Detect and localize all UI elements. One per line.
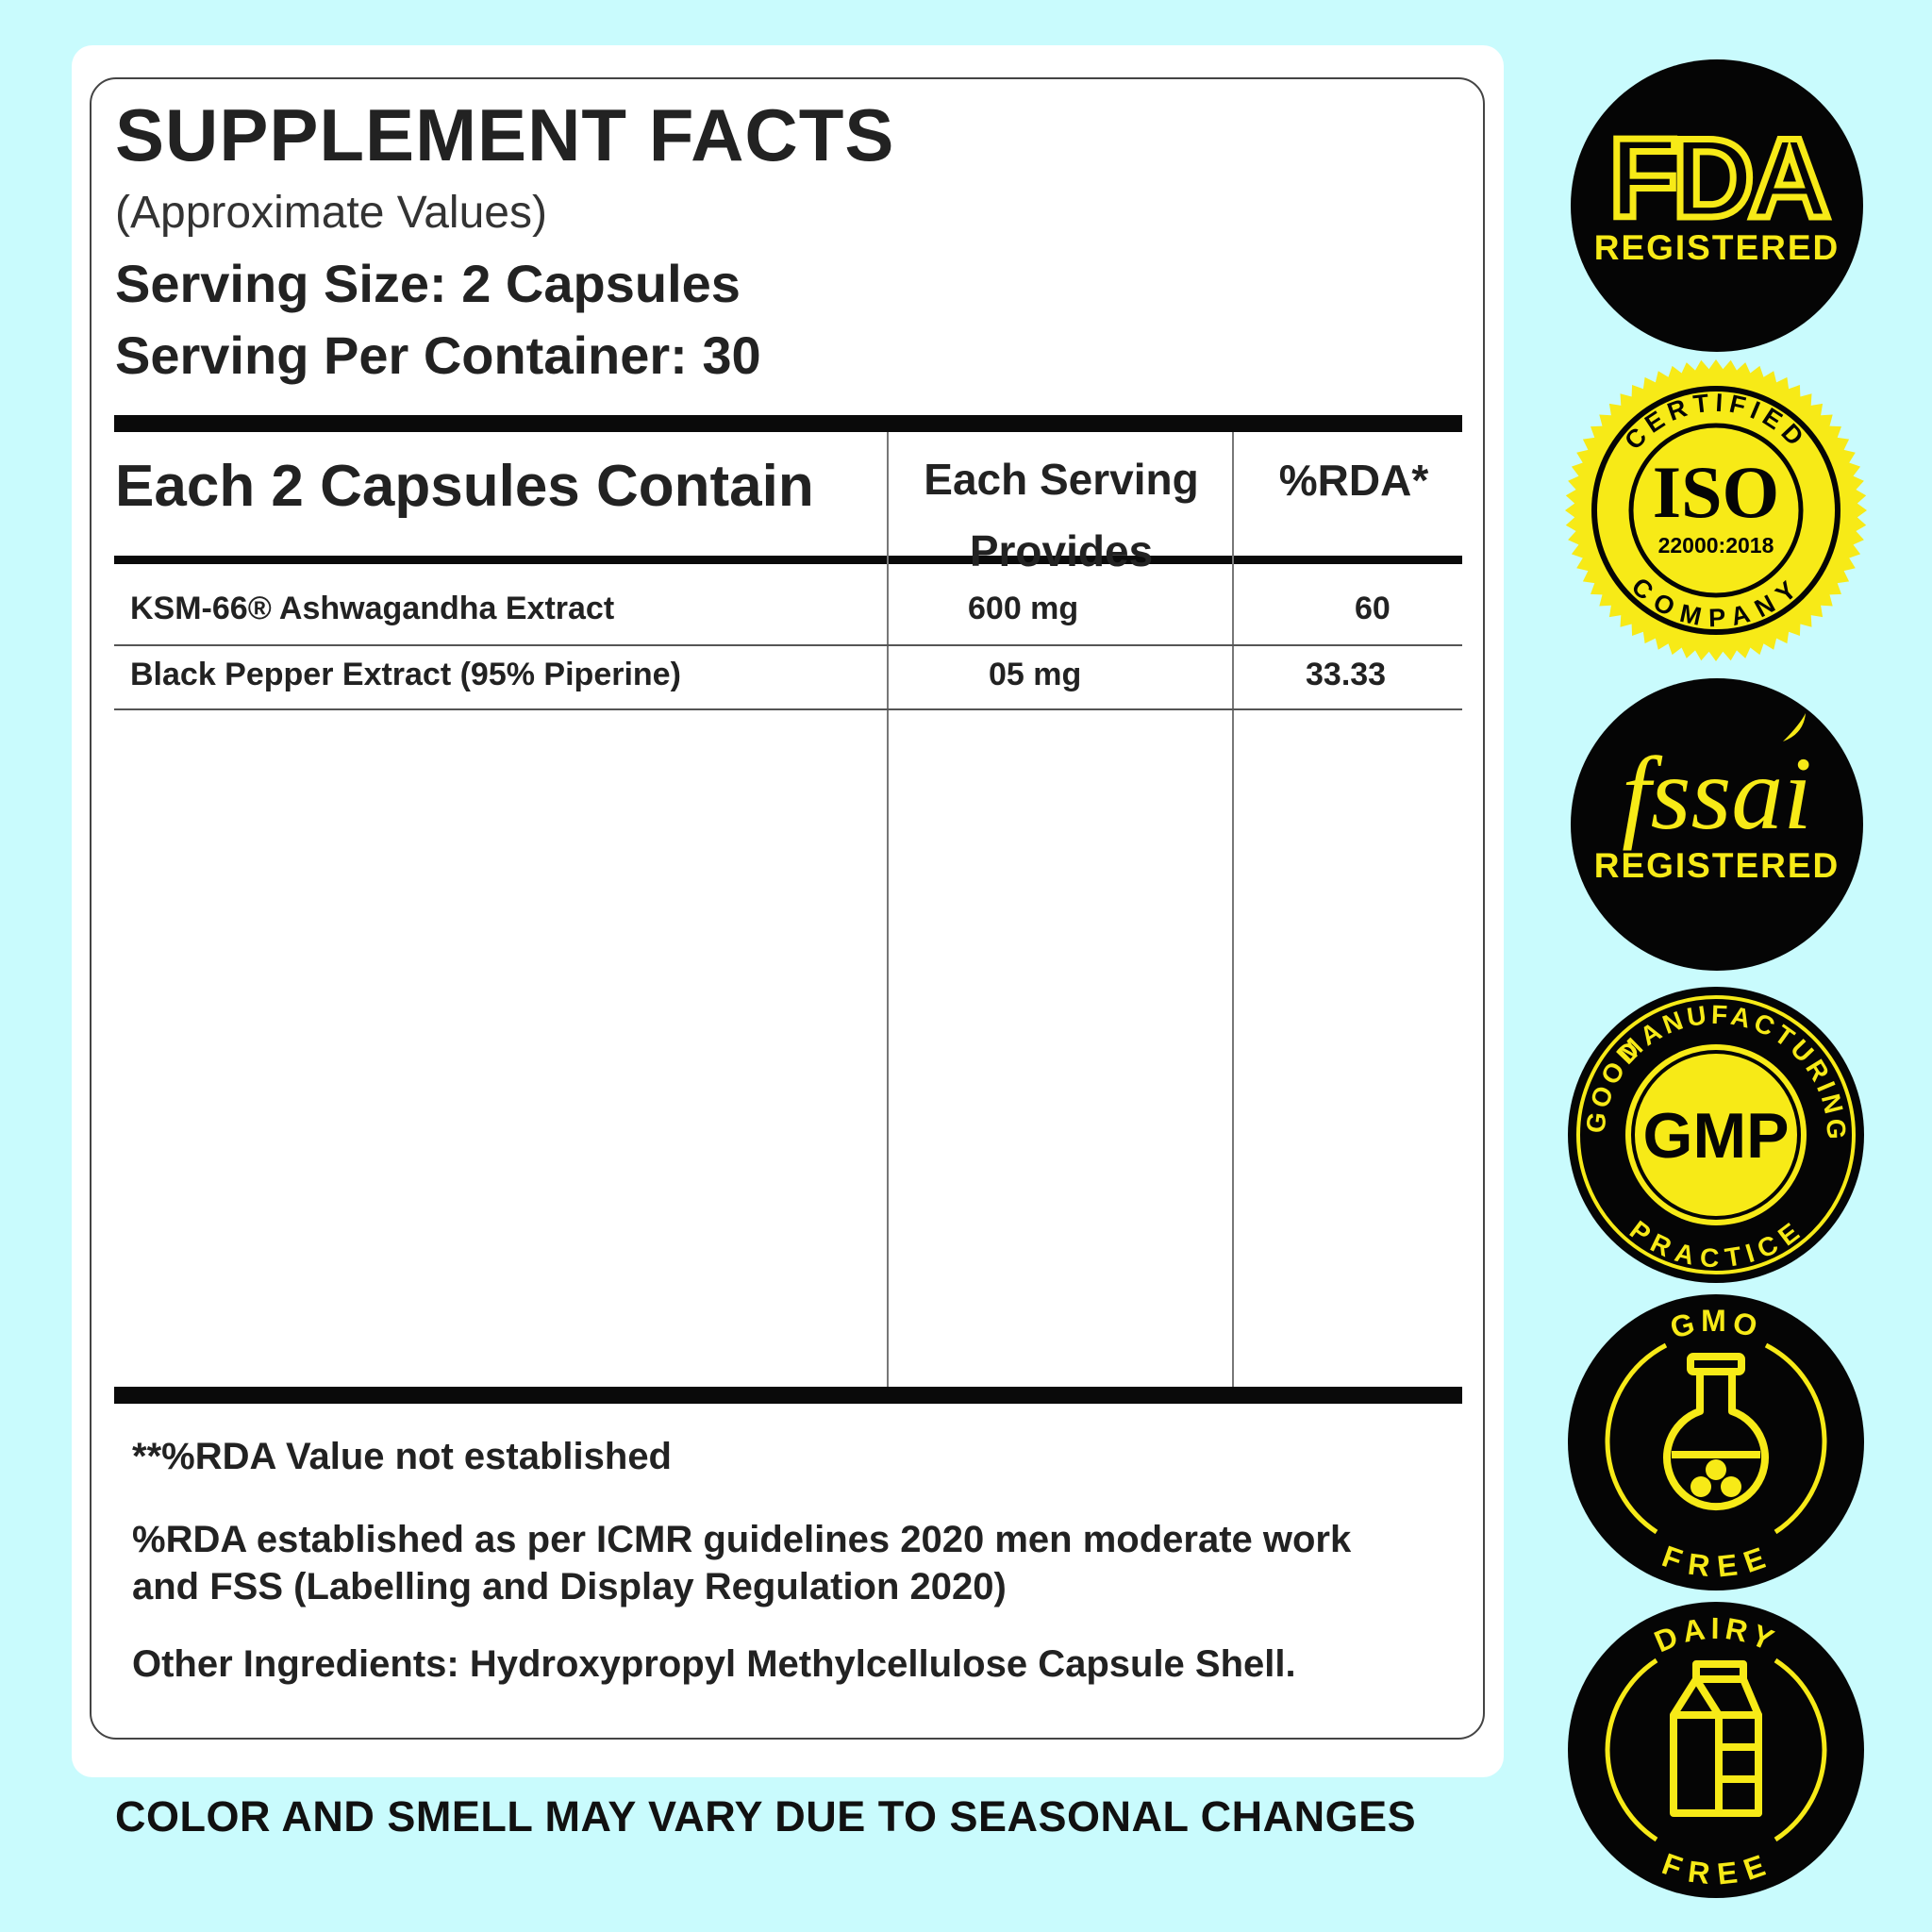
- header-contents: Each 2 Capsules Contain: [115, 454, 814, 519]
- header-rda: %RDA*: [1278, 456, 1429, 505]
- fda-registered-label: REGISTERED: [1594, 228, 1840, 267]
- other-ingredients: Other Ingredients: Hydroxypropyl Methylc…: [132, 1643, 1296, 1685]
- footnote-rda-not-established: **%RDA Value not established: [132, 1436, 672, 1477]
- seasonal-note: COLOR AND SMELL MAY VARY DUE TO SEASONAL…: [115, 1792, 1417, 1840]
- panel-subtitle: (Approximate Values): [115, 188, 547, 238]
- supplement-facts-panel: [90, 77, 1485, 1740]
- fssai-registered-label: REGISTERED: [1594, 846, 1840, 885]
- iso-certified-badge: CERTIFIED COMPANY ISO 22000:2018: [1565, 359, 1867, 661]
- milk-carton-icon: [1670, 1660, 1762, 1817]
- rule-bottom: [114, 1387, 1462, 1404]
- footnote-rda-basis-line1: %RDA established as per ICMR guidelines …: [132, 1519, 1352, 1560]
- iso-label: ISO: [1653, 451, 1779, 533]
- fda-registered-badge: FDA REGISTERED: [1571, 59, 1863, 352]
- fssai-registered-badge: fssai REGISTERED: [1571, 678, 1863, 971]
- fda-logo-icon: FDA: [1606, 112, 1837, 245]
- row-1-rda: 60: [1355, 591, 1391, 626]
- flask-icon: [1663, 1353, 1769, 1511]
- supplement-card: [72, 45, 1504, 1777]
- svg-text:FDA: FDA: [1609, 115, 1828, 242]
- row-1-name: KSM-66® Ashwagandha Extract: [130, 591, 615, 626]
- row-2-rda: 33.33: [1306, 657, 1387, 692]
- column-divider-1: [887, 432, 889, 1387]
- row-2-amount: 05 mg: [989, 657, 1082, 692]
- footnote-rda-basis-line2: and FSS (Labelling and Display Regulatio…: [132, 1566, 1007, 1607]
- header-serving-line1: Each Serving: [924, 455, 1199, 504]
- rule-header: [114, 556, 1462, 564]
- servings-per-container: Serving Per Container: 30: [115, 325, 761, 385]
- row-divider: [114, 708, 1462, 710]
- row-2-name: Black Pepper Extract (95% Piperine): [130, 657, 681, 692]
- leaf-icon: [1783, 713, 1806, 741]
- iso-code-label: 22000:2018: [1658, 533, 1774, 558]
- gmo-free-badge: GMO FREE: [1568, 1294, 1864, 1591]
- row-1-amount: 600 mg: [968, 591, 1079, 626]
- row-divider: [114, 644, 1462, 646]
- gmp-seal-icon: [1625, 1044, 1807, 1225]
- header-serving: Each Serving Provides: [896, 443, 1226, 587]
- serving-size: Serving Size: 2 Capsules: [115, 254, 741, 313]
- dairy-free-badge: DAIRY FREE: [1568, 1602, 1864, 1898]
- column-divider-2: [1232, 432, 1234, 1387]
- header-serving-line2: Provides: [969, 526, 1154, 575]
- gmp-label: GMP: [1643, 1100, 1790, 1172]
- fssai-logo-icon: fssai: [1622, 736, 1812, 851]
- rule-top: [114, 415, 1462, 432]
- gmp-badge: MANUFACTURING GOOD PRACTICE GMP: [1568, 987, 1864, 1283]
- panel-title: SUPPLEMENT FACTS: [115, 93, 895, 176]
